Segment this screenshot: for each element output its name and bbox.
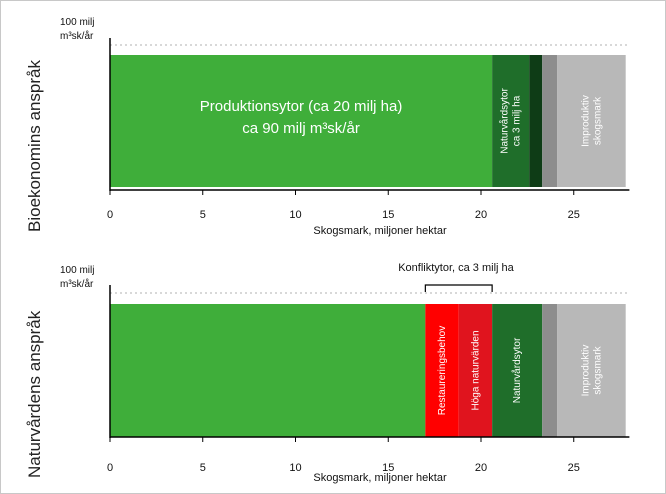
panel-2-tick-label-3: 15 <box>382 462 394 474</box>
panel-2-ytop-label: 100 milj <box>60 265 94 276</box>
panel-1-tick-label-3: 15 <box>382 209 394 221</box>
conflict-label: Konfliktytor, ca 3 milj ha <box>398 262 514 274</box>
panel-2-bar-segment-3 <box>492 304 543 437</box>
panel-1-bar-segment-2 <box>529 55 543 187</box>
panel-2-tick-label-2: 10 <box>289 462 301 474</box>
panel-1-xlabel: Skogsmark, miljoner hektar <box>313 225 447 237</box>
conflict-bracket <box>424 284 493 292</box>
panel-2-tick-label-4: 20 <box>475 462 487 474</box>
panel-2-bar-segment-5 <box>557 304 626 437</box>
panel-2-bar-segment-1 <box>425 304 459 437</box>
panel-1-segment-label-0: Produktionsytor (ca 20 milj ha) <box>200 98 403 115</box>
panel-1-tick-label-2: 10 <box>289 209 301 221</box>
panel-2-title: Naturvårdens anspråk <box>25 310 44 478</box>
panel-1-segment-label-4-0: Improduktiv <box>580 95 591 147</box>
panel-2-bar-segment-2 <box>458 304 493 437</box>
panel-2-segment-label-5-0: Improduktiv <box>580 345 591 397</box>
panel-1-segment-label-4-1: skogsmark <box>592 96 603 145</box>
panel-2-xlabel: Skogsmark, miljoner hektar <box>313 472 447 484</box>
panel-2-segment-label-1-0: Restaureringsbehov <box>437 326 448 416</box>
panel-1-segment-sublabel-0: ca 90 milj m³sk/år <box>242 120 360 137</box>
panel-1-tick-label-0: 0 <box>107 209 113 221</box>
panel-1-title: Bioekonomins anspråk <box>25 60 44 232</box>
panel-1-segment-label-1-1: ca 3 milj ha <box>512 95 523 146</box>
panel-1-tick-label-5: 25 <box>568 209 580 221</box>
panel-1-segment-label-1-0: Naturvårdsytor <box>499 88 511 154</box>
panel-1-tick-label-4: 20 <box>475 209 487 221</box>
panel-2-bar-segment-4 <box>542 304 558 437</box>
panel-2-ytop-unit: m³sk/år <box>60 278 94 290</box>
panel-1-bar-segment-1 <box>492 55 530 187</box>
panel-2-segment-label-5-1: skogsmark <box>592 345 603 394</box>
panel-1-ytop-label: 100 milj <box>60 17 94 28</box>
panel-1-bar-segment-0 <box>110 55 493 187</box>
panel-2-tick-label-0: 0 <box>107 462 113 474</box>
panel-2-tick-label-1: 5 <box>200 462 206 474</box>
panel-2-segment-label-2-0: Höga naturvärden <box>470 330 481 410</box>
panel-1-bar-segment-3 <box>542 55 558 187</box>
panel-2-tick-label-5: 25 <box>568 462 580 474</box>
panel-1-bar-segment-4 <box>557 55 626 187</box>
panel-1-ytop-unit: m³sk/år <box>60 30 94 42</box>
panel-2-bar-segment-0 <box>110 304 426 437</box>
panel-1-tick-label-1: 5 <box>200 209 206 221</box>
panel-2-segment-label-3-0: Naturvårdsytor <box>511 337 523 403</box>
